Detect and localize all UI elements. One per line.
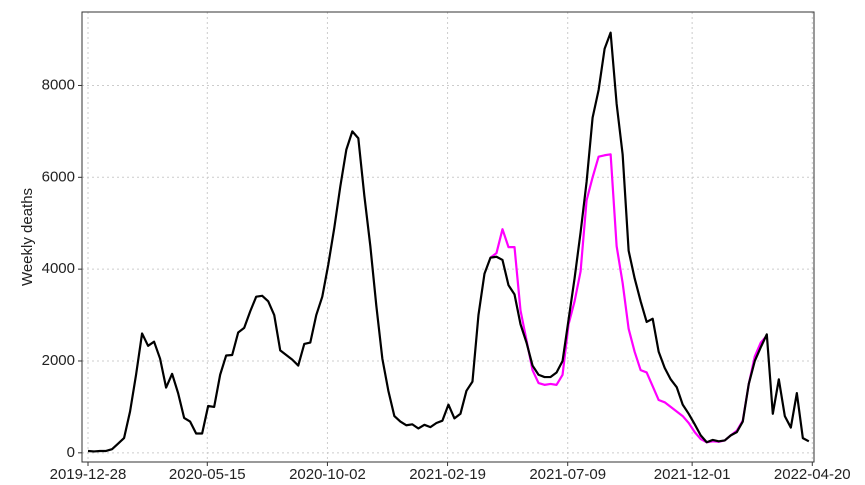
- x-tick-label: 2019-12-28: [50, 466, 127, 483]
- series-line: [87, 31, 810, 453]
- y-tick-label: 8000: [42, 76, 75, 93]
- y-tick-label: 0: [67, 444, 75, 461]
- y-tick-label: 2000: [42, 352, 75, 369]
- x-tick-label: 2021-12-01: [654, 466, 731, 483]
- y-axis-label: Weekly deaths: [19, 188, 36, 286]
- y-tick-label: 4000: [42, 260, 75, 277]
- plot-frame: [81, 11, 815, 463]
- y-tick-label: 6000: [42, 168, 75, 185]
- x-tick-label: 2022-04-20: [774, 466, 851, 483]
- x-tick-label: 2021-07-09: [529, 466, 606, 483]
- series-line: [489, 153, 768, 444]
- x-tick-label: 2020-10-02: [289, 466, 366, 483]
- x-tick-label: 2020-05-15: [169, 466, 246, 483]
- x-tick-label: 2021-02-19: [409, 466, 486, 483]
